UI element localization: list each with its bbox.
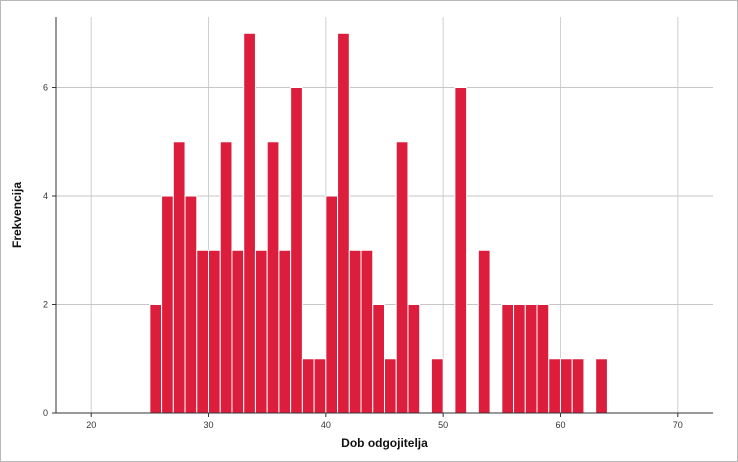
- histogram-bar: [477, 249, 491, 414]
- histogram-bar: [231, 249, 245, 414]
- histogram-bar: [196, 249, 210, 414]
- y-tick-label: 6: [43, 83, 48, 93]
- tick-labels: 20 30 40 50 60 70 0 2 4 6: [43, 83, 683, 430]
- histogram-bar: [278, 249, 292, 414]
- y-tick-label: 0: [43, 408, 48, 418]
- histogram-bar: [548, 358, 561, 414]
- histogram-bar: [266, 141, 280, 414]
- histogram-bar: [254, 249, 268, 414]
- histogram-bar: [372, 304, 385, 414]
- histogram-bar: [407, 304, 421, 414]
- histogram-bar: [313, 358, 327, 414]
- x-tick-label: 60: [555, 420, 565, 430]
- histogram-bar: [395, 141, 409, 414]
- y-axis-title: Frekvencija: [10, 182, 24, 248]
- histogram-bar: [290, 87, 303, 414]
- y-tick-label: 4: [43, 191, 48, 201]
- histogram-bar: [513, 304, 526, 414]
- histogram-bar: [360, 249, 374, 414]
- histogram-bar: [384, 358, 397, 414]
- histogram-bar: [559, 358, 573, 414]
- histogram-bar: [325, 195, 339, 414]
- histogram-bar: [536, 304, 550, 414]
- histogram-bar: [301, 358, 315, 414]
- histogram-bar: [501, 304, 515, 414]
- axes: [52, 17, 713, 417]
- x-tick-label: 20: [86, 420, 96, 430]
- histogram-bar: [149, 304, 163, 414]
- histogram-bar: [172, 141, 186, 414]
- histogram-bar: [337, 32, 350, 414]
- histogram-bar: [571, 358, 585, 414]
- histogram-bar: [430, 358, 444, 414]
- x-tick-label: 70: [673, 420, 683, 430]
- histogram-bar: [161, 195, 174, 414]
- x-tick-label: 30: [204, 420, 214, 430]
- x-tick-label: 40: [321, 420, 331, 430]
- histogram-bar: [454, 87, 468, 414]
- histogram-bar: [208, 249, 221, 414]
- x-tick-label: 50: [438, 420, 448, 430]
- histogram-bar: [348, 249, 362, 414]
- bars: [149, 32, 608, 414]
- histogram-bar: [524, 304, 538, 414]
- x-axis-title: Dob odgojitelja: [341, 436, 428, 450]
- histogram-bar: [595, 358, 608, 414]
- y-tick-label: 2: [43, 300, 48, 310]
- histogram-bar: [219, 141, 233, 414]
- histogram-bar: [184, 195, 198, 414]
- histogram-bar: [243, 32, 256, 414]
